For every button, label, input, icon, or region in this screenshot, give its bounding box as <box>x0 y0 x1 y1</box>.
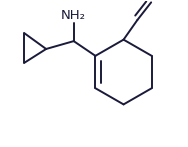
Text: NH₂: NH₂ <box>61 9 86 21</box>
